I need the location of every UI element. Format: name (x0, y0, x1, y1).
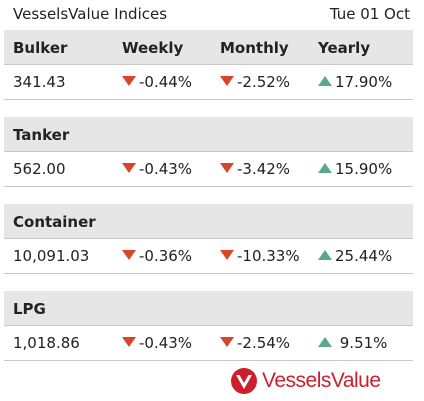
index-values-lpg: 1,018.86 -0.43% -2.54% 9.51% (4, 325, 413, 361)
column-weekly-label: Weekly (122, 39, 184, 57)
widget-date: Tue 01 Oct (329, 5, 410, 23)
weekly-change: -0.44% (122, 73, 192, 91)
yearly-change: 9.51% (318, 334, 387, 352)
index-header-tanker: Tanker (4, 117, 413, 151)
monthly-change-text: -10.33% (237, 247, 300, 265)
monthly-change: -2.52% (220, 73, 290, 91)
up-arrow-icon (318, 162, 332, 173)
logo-text: VesselsValue (262, 369, 381, 392)
index-values-container: 10,091.03 -0.36% -10.33% 25.44% (4, 238, 413, 274)
vesselsvalue-logo-icon (231, 368, 257, 394)
column-yearly-label: Yearly (318, 39, 371, 57)
yearly-change-text: 17.90% (335, 73, 393, 91)
weekly-change-text: -0.43% (139, 160, 193, 178)
monthly-change-text: -2.52% (237, 73, 291, 91)
yearly-change: 15.90% (318, 160, 392, 178)
down-arrow-icon (122, 249, 136, 260)
index-value: 562.00 (13, 160, 66, 178)
widget-header: VesselsValue Indices Tue 01 Oct (0, 0, 424, 30)
weekly-change-text: -0.36% (139, 247, 193, 265)
yearly-change: 17.90% (318, 73, 392, 91)
yearly-change: 25.44% (318, 247, 392, 265)
weekly-change-text: -0.44% (139, 73, 193, 91)
monthly-change: -10.33% (220, 247, 300, 265)
down-arrow-icon (122, 75, 136, 86)
index-name: Bulker (13, 39, 68, 57)
yearly-change-text: 9.51% (335, 334, 388, 352)
weekly-change: -0.43% (122, 160, 192, 178)
index-name: LPG (13, 300, 46, 318)
index-header-bulker: Bulker Weekly Monthly Yearly (4, 30, 413, 64)
down-arrow-icon (122, 336, 136, 347)
monthly-change-text: -3.42% (237, 160, 291, 178)
up-arrow-icon (318, 249, 332, 260)
down-arrow-icon (122, 162, 136, 173)
monthly-change: -3.42% (220, 160, 290, 178)
widget-title: VesselsValue Indices (13, 5, 168, 23)
index-values-bulker: 341.43 -0.44% -2.52% 17.90% (4, 64, 413, 100)
yearly-change-text: 25.44% (335, 247, 393, 265)
monthly-change-text: -2.54% (237, 334, 291, 352)
yearly-change-text: 15.90% (335, 160, 393, 178)
index-value: 1,018.86 (13, 334, 80, 352)
index-value: 10,091.03 (13, 247, 90, 265)
weekly-change: -0.43% (122, 334, 192, 352)
column-monthly-label: Monthly (220, 39, 289, 57)
vesselsvalue-logo[interactable]: VesselsValue (230, 366, 400, 396)
down-arrow-icon (220, 162, 234, 173)
up-arrow-icon (318, 336, 332, 347)
up-arrow-icon (318, 75, 332, 86)
index-header-lpg: LPG (4, 291, 413, 325)
index-name: Tanker (13, 126, 70, 144)
index-value: 341.43 (13, 73, 66, 91)
weekly-change: -0.36% (122, 247, 192, 265)
index-values-tanker: 562.00 -0.43% -3.42% 15.90% (4, 151, 413, 187)
down-arrow-icon (220, 75, 234, 86)
down-arrow-icon (220, 336, 234, 347)
weekly-change-text: -0.43% (139, 334, 193, 352)
monthly-change: -2.54% (220, 334, 290, 352)
index-header-container: Container (4, 204, 413, 238)
down-arrow-icon (220, 249, 234, 260)
index-name: Container (13, 213, 96, 231)
